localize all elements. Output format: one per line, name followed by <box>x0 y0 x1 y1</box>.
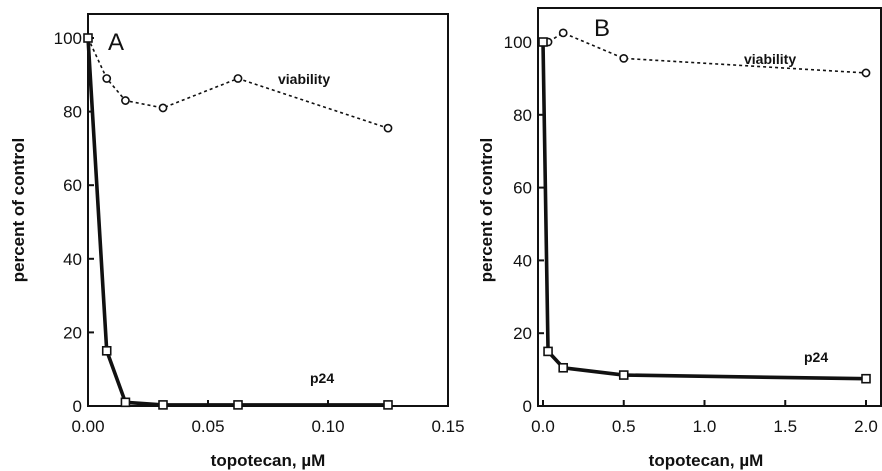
plot-frame-a <box>87 13 449 407</box>
point-p24-b-1 <box>543 346 553 357</box>
panel-a: A topotecan, µM percent of control viabi… <box>9 13 465 470</box>
panel-label-b: B <box>594 15 610 42</box>
point-p24-a-4 <box>233 400 243 410</box>
point-p24-b-4 <box>861 373 871 384</box>
y-tick-label-b-2: 40 <box>513 251 532 270</box>
x-tick-label-b-2: 1.0 <box>693 417 717 436</box>
panel-label-a: A <box>108 29 124 56</box>
marks-b: 0 20 40 60 80 100 0.0 0.5 1.0 1.5 2.0 <box>504 28 878 436</box>
x-axis-title-a: topotecan, µM <box>211 451 326 470</box>
series-label-p24-b: p24 <box>804 349 828 365</box>
y-tick-label-b-3: 60 <box>513 179 532 198</box>
x-tick-label-a-0: 0.00 <box>71 417 104 436</box>
x-tick-label-b-3: 1.5 <box>773 417 797 436</box>
point-viability-a-4 <box>233 74 243 83</box>
y-tick-label-a-3: 60 <box>63 176 82 195</box>
point-viability-b-2 <box>558 28 568 38</box>
point-viability-a-2 <box>121 96 130 105</box>
point-p24-a-5 <box>383 400 393 410</box>
point-p24-b-0 <box>538 37 548 47</box>
y-tick-label-b-0: 0 <box>523 397 532 416</box>
series-line-viability-b <box>543 32 867 74</box>
point-p24-a-0 <box>83 33 93 43</box>
series-label-viability-a: viability <box>278 71 330 87</box>
point-p24-b-3 <box>618 370 629 380</box>
x-tick-label-b-1: 0.5 <box>612 417 636 436</box>
point-viability-b-4 <box>861 68 871 78</box>
y-tick-label-a-5: 100 <box>54 29 82 48</box>
series-line-viability-a <box>87 37 389 129</box>
x-axis-title-b: topotecan, µM <box>649 451 764 470</box>
y-tick-label-b-1: 20 <box>513 324 532 343</box>
x-tick-label-a-2: 0.10 <box>311 417 344 436</box>
y-tick-label-a-1: 20 <box>63 323 82 342</box>
y-axis-title-b: percent of control <box>477 138 496 283</box>
point-p24-b-2 <box>558 362 568 373</box>
point-p24-a-3 <box>158 400 168 410</box>
x-tick-label-b-4: 2.0 <box>854 417 878 436</box>
y-axis-title-a: percent of control <box>9 138 28 283</box>
x-tick-label-a-3: 0.15 <box>431 417 464 436</box>
y-tick-label-a-2: 40 <box>63 250 82 269</box>
x-tick-label-a-1: 0.05 <box>191 417 224 436</box>
y-tick-label-a-0: 0 <box>73 397 82 416</box>
point-p24-a-1 <box>101 345 112 356</box>
y-tick-label-b-4: 80 <box>513 106 532 125</box>
x-tick-label-b-0: 0.0 <box>531 417 555 436</box>
plot-frame-b <box>537 7 882 407</box>
series-label-p24-a: p24 <box>310 370 334 386</box>
point-viability-b-3 <box>619 53 629 63</box>
point-p24-a-2 <box>120 397 131 408</box>
point-viability-a-3 <box>158 103 168 113</box>
y-tick-label-b-5: 100 <box>504 33 532 52</box>
point-viability-a-5 <box>383 123 393 133</box>
series-line-p24-a <box>86 37 388 407</box>
y-tick-label-a-4: 80 <box>63 103 82 122</box>
marks-a: 0 20 40 60 80 100 0.00 0.05 0.10 0.15 <box>54 29 465 436</box>
series-line-p24-b <box>541 41 867 381</box>
series-label-viability-b: viability <box>744 51 796 67</box>
panel-b: B topotecan, µM percent of control viabi… <box>477 7 882 470</box>
point-viability-a-1 <box>102 74 112 83</box>
